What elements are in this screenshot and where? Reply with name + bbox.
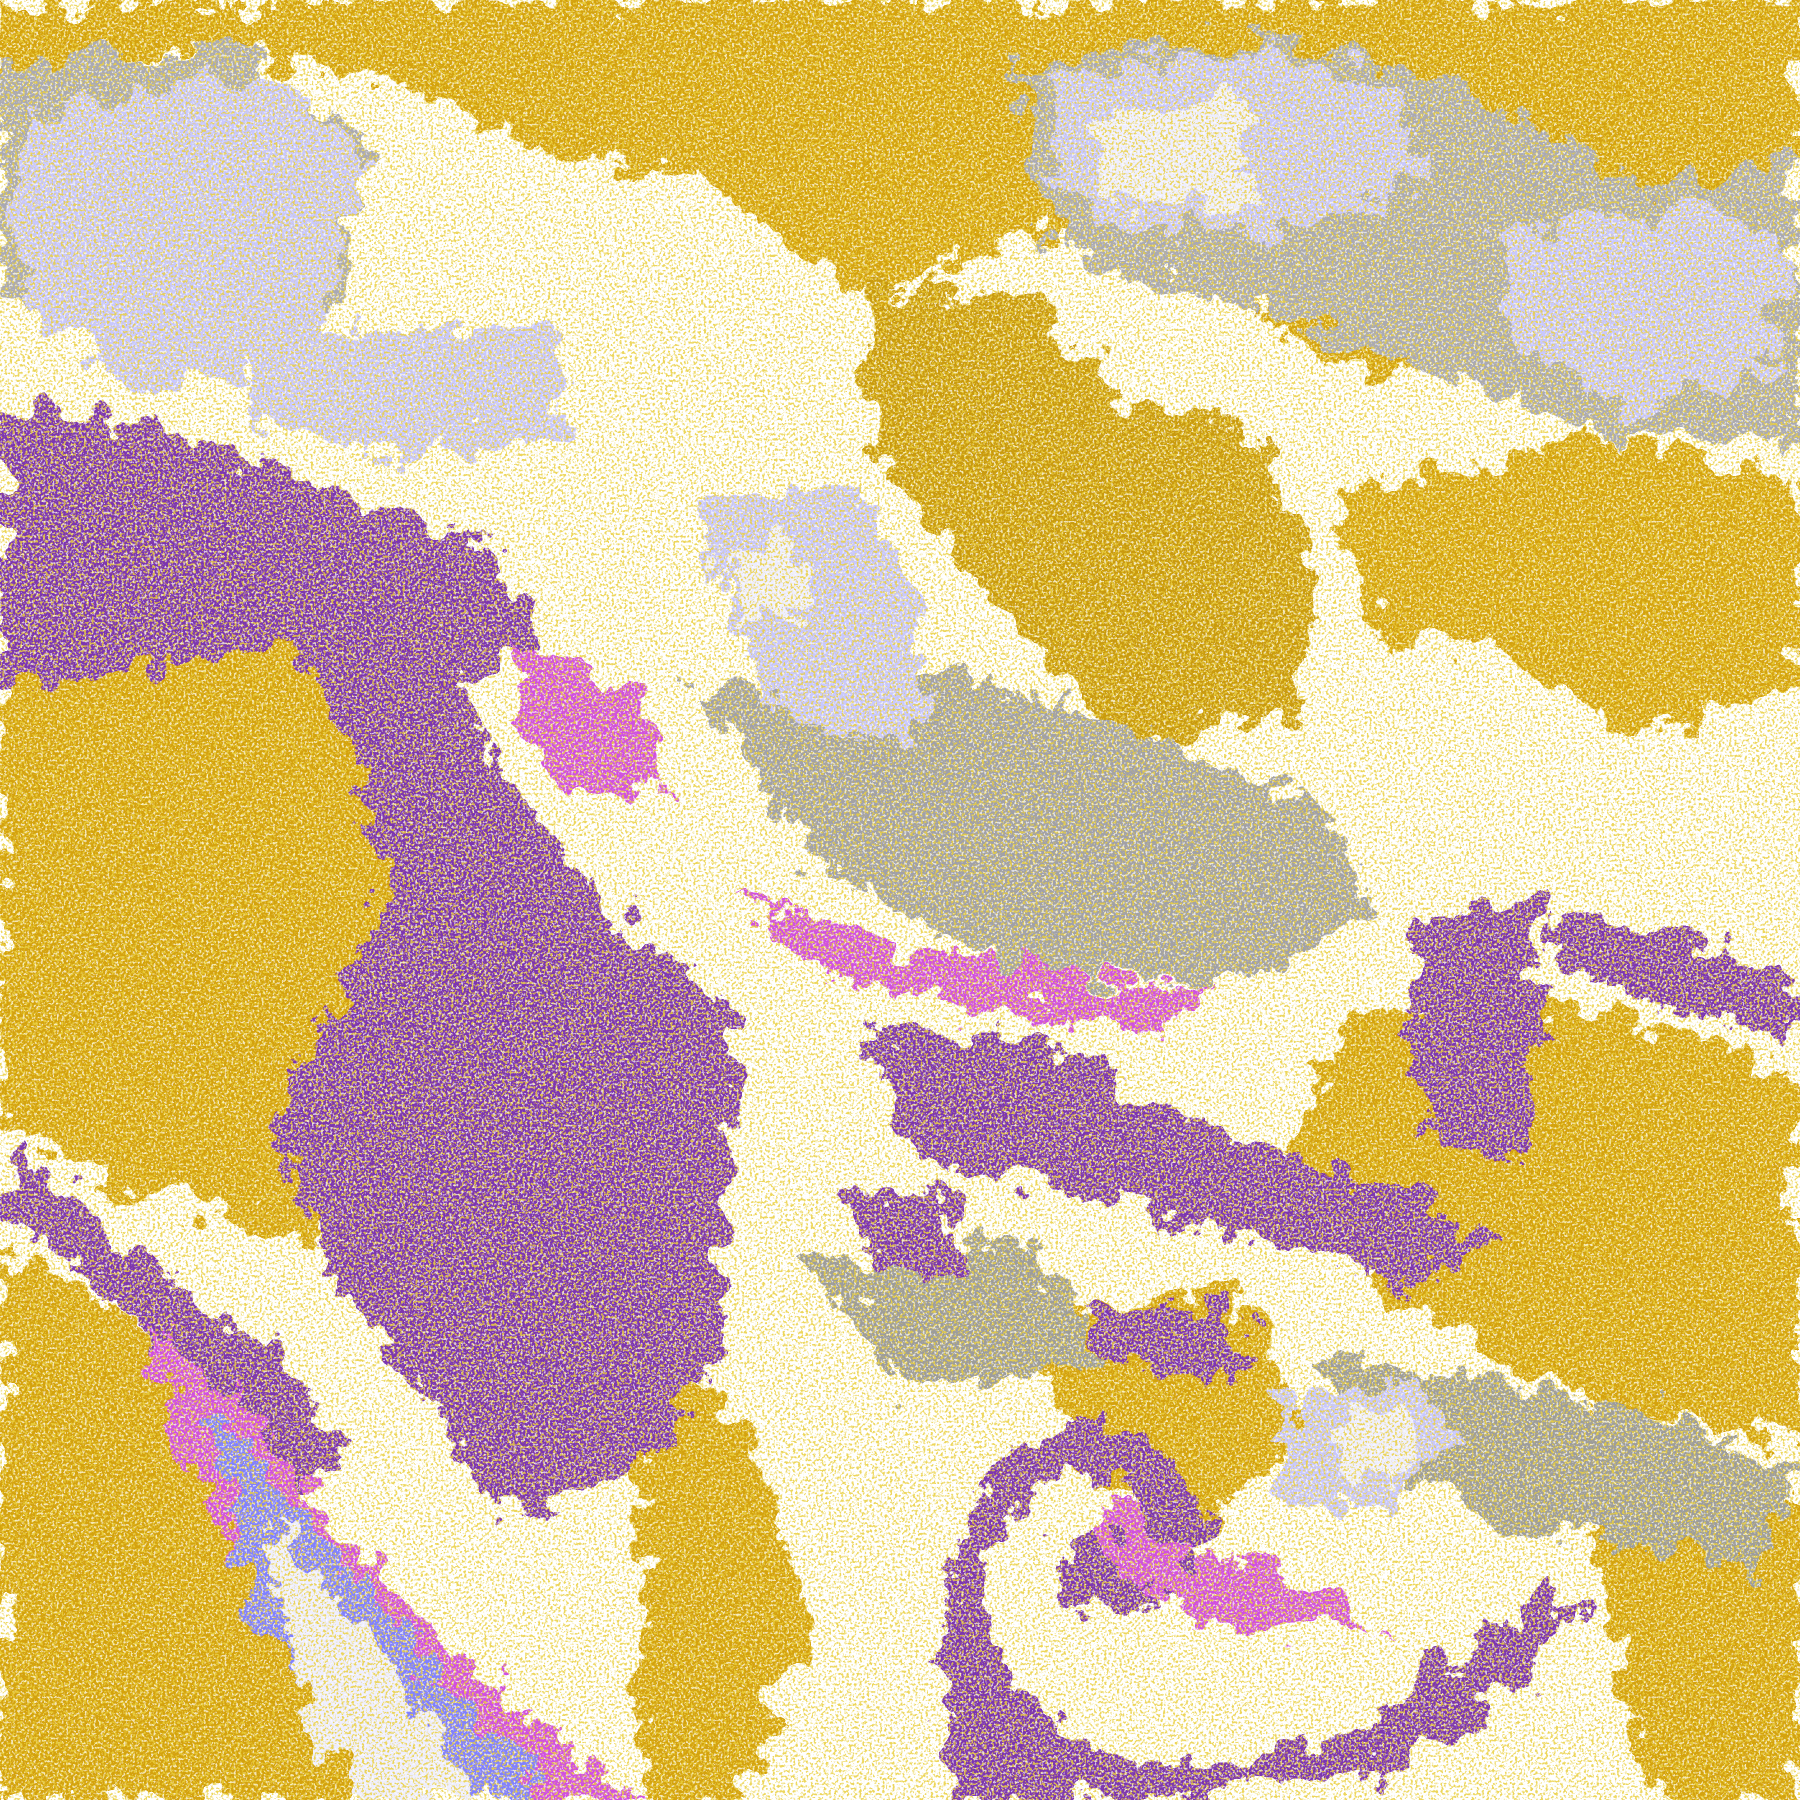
page: Satellite cloud classification {} html, … — [0, 0, 1800, 1800]
white-speckle — [0, 0, 1800, 1800]
satellite-image — [0, 0, 1800, 1800]
page-body — [0, 0, 1800, 1800]
